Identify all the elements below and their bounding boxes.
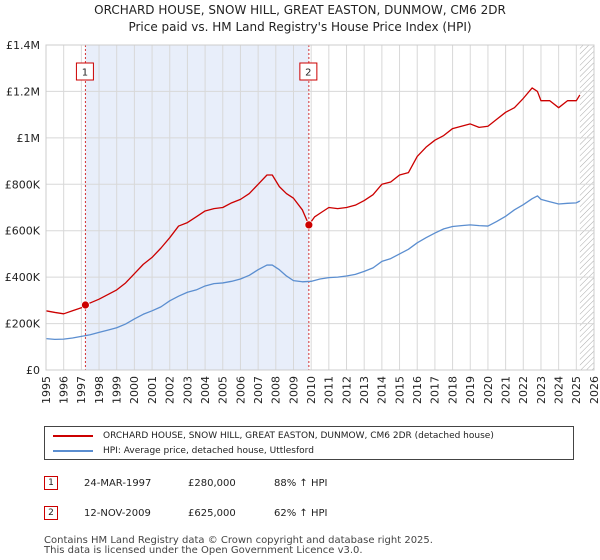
footer-licence: This data is licensed under the Open Gov… <box>44 545 363 556</box>
x-tick-label: 2024 <box>552 376 565 404</box>
chart-subtitle: Price paid vs. HM Land Registry's House … <box>128 20 472 34</box>
transaction-date: 24-MAR-1997 <box>84 477 152 489</box>
x-tick-label: 1997 <box>75 376 88 404</box>
x-tick-label: 2012 <box>340 376 353 404</box>
x-tick-label: 2025 <box>570 376 583 404</box>
series-line <box>45 195 581 341</box>
footer-copyright: Contains HM Land Registry data © Crown c… <box>44 535 433 546</box>
y-tick-label: £1M <box>17 132 41 145</box>
transaction-date: 12-NOV-2009 <box>84 507 151 519</box>
legend-swatch-property <box>53 435 93 437</box>
y-tick-label: £200K <box>5 318 41 331</box>
legend-item-hpi: HPI: Average price, detached house, Uttl… <box>53 444 314 458</box>
x-tick-label: 1998 <box>93 376 106 404</box>
x-tick-label: 2021 <box>499 376 512 404</box>
x-tick-label: 2015 <box>393 376 406 404</box>
x-tick-label: 2003 <box>181 376 194 404</box>
legend: ORCHARD HOUSE, SNOW HILL, GREAT EASTON, … <box>44 426 574 460</box>
sale-point <box>304 220 314 230</box>
x-tick-label: 2022 <box>517 376 530 404</box>
y-tick-label: £1.2M <box>6 85 40 98</box>
transaction-hpi-change: 88% ↑ HPI <box>274 477 328 489</box>
x-tick-label: 2026 <box>588 376 600 404</box>
x-tick-label: 2011 <box>323 376 336 404</box>
x-tick-label: 2014 <box>376 376 389 404</box>
x-tick-label: 2018 <box>446 376 459 404</box>
transaction-price: £625,000 <box>188 507 236 519</box>
series-line <box>45 87 581 315</box>
y-tick-label: £800K <box>5 178 41 191</box>
x-tick-label: 2000 <box>128 376 141 404</box>
sale-marker-badge <box>299 62 318 81</box>
x-tick-label: 1999 <box>111 376 124 404</box>
x-tick-label: 2019 <box>464 376 477 404</box>
transaction-number-badge: 2 <box>44 506 58 520</box>
sale-marker-label: 1 <box>82 68 88 79</box>
x-tick-label: 1995 <box>40 376 53 404</box>
x-tick-label: 2007 <box>252 376 265 404</box>
chart-title: ORCHARD HOUSE, SNOW HILL, GREAT EASTON, … <box>94 3 506 17</box>
transaction-number-badge: 1 <box>44 476 58 490</box>
x-tick-label: 2009 <box>287 376 300 404</box>
x-tick-label: 2020 <box>482 376 495 404</box>
sale-point <box>81 300 90 310</box>
plot-border <box>45 44 595 371</box>
x-tick-label: 2016 <box>411 376 424 404</box>
x-tick-label: 2008 <box>270 376 283 404</box>
transaction-row: 2 12-NOV-2009 £625,000 62% ↑ HPI <box>44 504 327 522</box>
sale-marker-label: 2 <box>305 68 311 79</box>
forecast-hatch <box>579 45 594 370</box>
transaction-row: 1 24-MAR-1997 £280,000 88% ↑ HPI <box>44 474 327 492</box>
y-tick-label: £1.4M <box>6 39 40 52</box>
legend-item-property: ORCHARD HOUSE, SNOW HILL, GREAT EASTON, … <box>53 429 494 443</box>
x-tick-label: 2002 <box>164 376 177 404</box>
x-tick-label: 2004 <box>199 376 212 404</box>
x-tick-label: 2006 <box>234 376 247 404</box>
x-tick-label: 2013 <box>358 376 371 404</box>
x-tick-label: 2017 <box>429 376 442 404</box>
legend-label-hpi: HPI: Average price, detached house, Uttl… <box>103 446 314 456</box>
legend-swatch-hpi <box>53 450 93 452</box>
transaction-hpi-change: 62% ↑ HPI <box>274 507 328 519</box>
sale-marker-badge <box>75 62 94 81</box>
y-tick-label: £600K <box>5 225 41 238</box>
x-tick-label: 2005 <box>217 376 230 404</box>
x-tick-label: 2001 <box>146 376 159 404</box>
legend-label-property: ORCHARD HOUSE, SNOW HILL, GREAT EASTON, … <box>103 431 494 441</box>
x-tick-label: 1996 <box>58 376 71 404</box>
x-tick-label: 2023 <box>535 376 548 404</box>
y-tick-label: £400K <box>5 271 41 284</box>
y-tick-label: £0 <box>26 364 40 377</box>
price-chart: 1 2 £0 £200K £400K £600K £800K £1M £1.2M £1.4M 19… <box>5 39 600 404</box>
ownership-span-shade <box>85 45 309 370</box>
transaction-price: £280,000 <box>188 477 236 489</box>
x-tick-label: 2010 <box>305 376 318 404</box>
